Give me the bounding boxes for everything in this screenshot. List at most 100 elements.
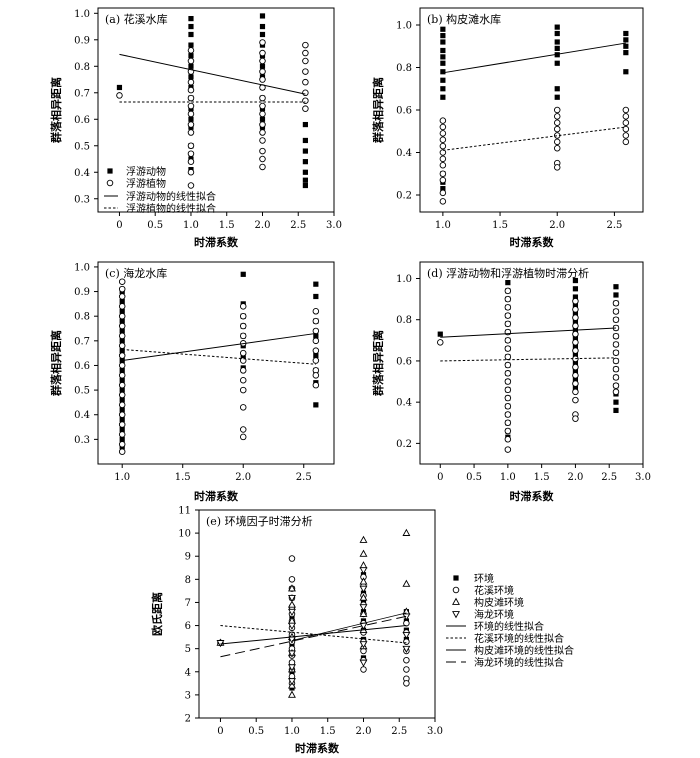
y-tick-label: 0.3: [74, 194, 90, 205]
point-p4-s1-50: [613, 407, 619, 414]
point-p4-s1-32: [572, 368, 579, 374]
y-tick-label: 0.6: [74, 361, 90, 372]
point-p3-s1-2: [119, 308, 125, 314]
point-p2-s1-6: [440, 69, 446, 75]
point-p3-s1-5: [119, 338, 125, 344]
point-p3-s2-6: [118, 332, 126, 340]
panel-title: (e) 环境因子时滞分析: [206, 514, 313, 528]
point-p4-s1-24: [572, 302, 579, 308]
point-p2-s1-9: [440, 94, 446, 100]
y-tick-label: 0.6: [396, 356, 412, 367]
point-p3-s2-27: [239, 376, 247, 384]
point-p4-s1-23: [572, 294, 579, 300]
point-p2-s1-7: [440, 77, 446, 83]
point-p2-s2-13: [553, 113, 561, 120]
x-axis-label: 时滞系数: [510, 489, 555, 503]
point-p4-s1-34: [572, 385, 579, 391]
point-p1-s2-16: [259, 39, 266, 46]
point-p3-s1-25: [313, 281, 319, 287]
point-p1-s2-24: [259, 110, 266, 118]
point-p3-s2-30: [239, 426, 247, 433]
chart-panel-e: 0 0.5 1.0 1.5 2.0 2.5 3.0 2 3 4 5 6 7 8 9 10 11 (e) 环境因子时…: [150, 506, 574, 756]
plot-frame: [97, 261, 335, 465]
point-p1-s1-30: [302, 148, 308, 154]
point-p1-s2-5: [187, 86, 195, 94]
point-p5-s2-29: [403, 619, 410, 627]
point-p2-s1-20: [554, 94, 560, 100]
point-p2-s2-9: [439, 176, 447, 184]
point-p4-s1-21: [572, 277, 579, 284]
point-p1-s2-12: [187, 150, 195, 157]
point-p1-s1-34: [302, 182, 308, 189]
point-p4-s2-2: [504, 295, 512, 303]
point-p2-s2-7: [439, 161, 447, 169]
y-tick-label: 9: [185, 552, 191, 563]
x-tick-label: 0.5: [248, 726, 264, 737]
point-p3-s2-36: [312, 347, 320, 354]
x-tick-label: 3.0: [326, 220, 342, 231]
point-p1-s2-11: [187, 142, 195, 150]
y-tick-label: 0.4: [74, 168, 90, 179]
point-p5-s3-13: [359, 593, 368, 601]
point-p3-s2-40: [312, 381, 320, 389]
point-p2-s2-3: [439, 136, 447, 143]
y-tick-label: 2: [185, 714, 191, 725]
point-p1-s2-38: [302, 105, 309, 112]
point-p1-s2-6: [187, 94, 195, 102]
chart-panel-a: 0 0.5 1.0 1.5 2.0 2.5 3.0 0.3 0.4 0.5 0.6 0.7 0.8 0.9…: [49, 7, 342, 249]
y-tick-label: 0.9: [74, 287, 90, 298]
point-p2-s2-8: [439, 170, 447, 177]
y-tick-label: 10: [178, 529, 191, 540]
legend-label: 浮游动物的线性拟合: [126, 190, 216, 203]
point-p2-s2-15: [553, 125, 561, 133]
point-p1-s1-28: [302, 121, 308, 128]
legend-label: 花溪环境的线性拟合: [474, 632, 564, 645]
point-p4-s2-24: [572, 322, 579, 330]
point-p4-s2-16: [504, 411, 512, 418]
x-tick-label: 0.5: [147, 220, 163, 231]
point-p2-s2-22: [622, 113, 630, 120]
point-p1-s2-25: [259, 121, 266, 128]
point-p4-s2-29: [572, 363, 579, 371]
point-p4-s2-0: [437, 339, 444, 346]
point-p4-s2-17: [504, 419, 512, 427]
point-p5-s4-3: [288, 622, 296, 630]
x-tick-label: 2.5: [296, 472, 312, 483]
point-p3-s2-21: [239, 322, 247, 330]
point-p3-s2-29: [239, 404, 247, 411]
point-p4-s2-37: [612, 308, 620, 315]
point-p5-s3-10: [359, 549, 368, 557]
point-p3-s2-3: [118, 303, 126, 310]
point-p5-s4-6: [288, 664, 296, 672]
plot-frame: [419, 7, 644, 213]
point-p5-s2-1: [288, 555, 296, 562]
point-p4-s2-15: [504, 403, 512, 410]
plot-frame: [198, 509, 436, 719]
point-p5-s2-36: [403, 680, 410, 687]
point-p1-s1-18: [259, 31, 266, 38]
point-p4-s2-36: [612, 299, 620, 307]
point-p4-s2-43: [612, 357, 620, 365]
point-p2-s2-24: [622, 125, 630, 133]
y-tick-label: 0.4: [396, 148, 412, 159]
point-p5-s4-legend: [452, 611, 460, 619]
y-tick-label: 7: [185, 598, 191, 609]
point-p4-s2-46: [612, 382, 620, 389]
point-p1-s1-2: [188, 23, 194, 30]
point-p3-s2-34: [312, 327, 320, 335]
x-tick-label: 3.0: [635, 472, 651, 483]
point-p5-s3-12: [359, 577, 368, 585]
point-p1-s1-26: [259, 116, 266, 122]
y-tick-label: 0.2: [396, 191, 412, 202]
point-p1-s2-15: [187, 182, 195, 189]
point-p5-s2-31: [403, 638, 410, 645]
point-p5-s2-27: [360, 666, 367, 673]
point-p5-s4-12: [359, 641, 368, 649]
legend-label: 浮游动物: [126, 165, 166, 178]
y-tick-label: 0.3: [74, 435, 90, 446]
point-p3-s1-3: [119, 318, 125, 324]
point-p5-s3-1: [288, 584, 296, 592]
point-p5-s4-10: [359, 604, 368, 612]
point-p5-s4-15: [402, 631, 411, 640]
